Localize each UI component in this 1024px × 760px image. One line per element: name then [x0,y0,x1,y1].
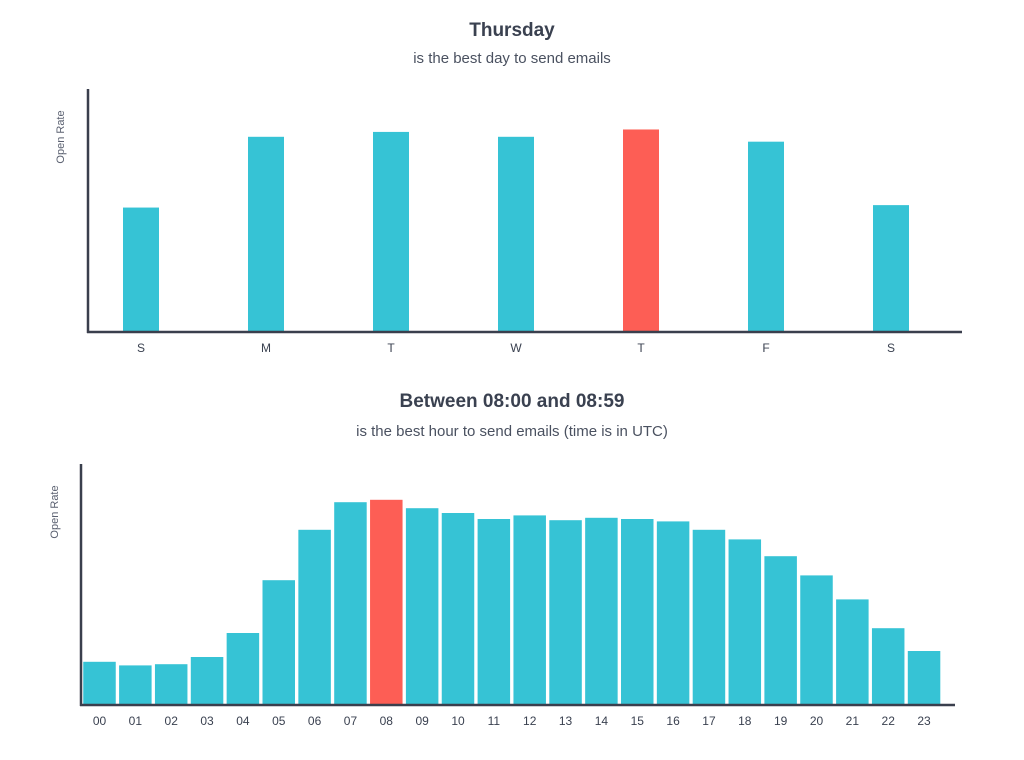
hour-tick-label: 08 [380,714,394,728]
day-bar [248,136,284,332]
hour-chart-title: Between 08:00 and 08:59 [399,391,625,412]
hour-bars [83,499,941,705]
day-bar [748,141,784,332]
hour-tick-label: 00 [93,714,107,728]
day-bar [498,136,534,332]
hour-tick-label: 19 [774,714,788,728]
hour-bar [262,580,295,705]
hour-bar [513,515,546,705]
hour-tick-label: 18 [738,714,752,728]
hour-bar [405,508,439,705]
hour-tick-label: 23 [917,714,931,728]
day-bar [373,131,409,332]
hour-bar [370,499,403,705]
hour-tick-label: 14 [595,714,609,728]
hour-bar [871,628,905,705]
hour-tick-label: 06 [308,714,322,728]
day-bars [123,129,909,332]
hour-bar [621,519,654,705]
hour-bar [190,657,224,705]
day-chart-subtitle: is the best day to send emails [413,50,611,67]
hour-tick-label: 15 [631,714,645,728]
hour-bar [585,517,618,705]
hour-bar [549,520,582,705]
hour-tick-label: 16 [666,714,680,728]
hour-bar [154,664,188,705]
hour-bar [907,651,941,705]
day-tick-label: M [261,341,271,355]
day-chart: Open Rate S M T W T F S [55,89,962,355]
hour-bar [728,539,762,705]
day-tick-label: W [510,341,522,355]
day-tick-label: F [762,341,769,355]
day-tick-label: T [637,341,645,355]
hour-tick-label: 01 [129,714,143,728]
day-tick-label: S [137,341,145,355]
hour-tick-label: 05 [272,714,286,728]
hour-bar [692,529,726,705]
hour-tick-label: 20 [810,714,824,728]
hour-chart-subtitle: is the best hour to send emails (time is… [356,423,668,440]
day-bar [123,207,159,332]
hour-bar [226,633,260,705]
hour-tick-label: 03 [200,714,214,728]
hour-bar [441,513,475,705]
hour-tick-label: 17 [702,714,716,728]
day-bar [623,129,659,332]
hour-bar [764,556,797,705]
hour-tick-label: 10 [451,714,465,728]
hour-tick-label: 22 [882,714,896,728]
day-chart-title: Thursday [469,20,555,41]
hour-bar [83,661,116,705]
day-chart-y-axis-label: Open Rate [55,110,67,163]
hour-bar [298,529,331,705]
hour-tick-label: 21 [846,714,860,728]
day-bar [873,205,909,332]
hour-bar [477,519,511,705]
hour-tick-label: 04 [236,714,250,728]
hour-bar [334,502,367,705]
hour-tick-label: 02 [165,714,179,728]
hour-tick-label: 13 [559,714,573,728]
hour-tick-label: 12 [523,714,537,728]
hour-bar [656,521,690,705]
hour-chart: Open Rate 00 01 02 03 04 05 06 07 08 09 10 11 12 13 14… [49,464,955,728]
day-tick-label: S [887,341,895,355]
hour-bar [800,575,833,705]
day-tick-label: T [387,341,395,355]
hour-bar [119,665,152,705]
hour-tick-label: 09 [415,714,429,728]
hour-tick-label: 07 [344,714,358,728]
hour-tick-label: 11 [488,714,501,728]
hour-tick-labels: 00 01 02 03 04 05 06 07 08 09 10 11 12 13 14 15 16 17 18 19… [93,714,931,728]
hour-chart-y-axis-label: Open Rate [49,485,61,538]
hour-bar [836,599,869,705]
